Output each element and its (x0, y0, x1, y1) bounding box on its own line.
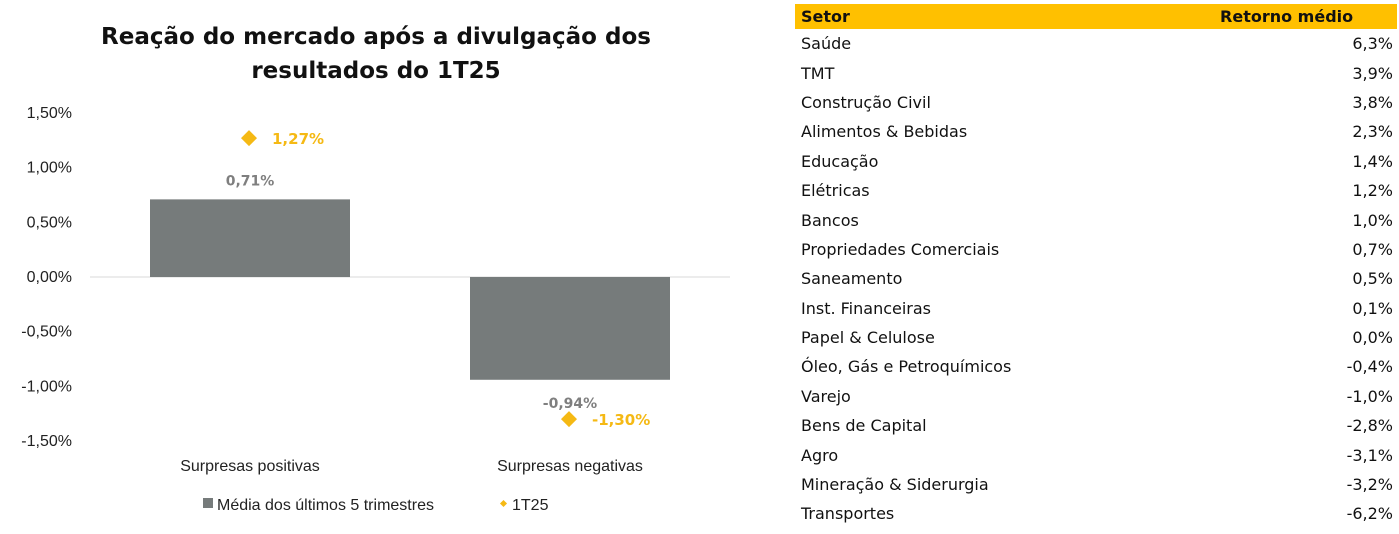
header-setor: Setor (795, 4, 1045, 29)
y-tick-label: 1,00% (27, 160, 72, 177)
cell-retorno: 1,0% (1352, 210, 1393, 230)
y-tick-label: 0,00% (27, 269, 72, 286)
bar (150, 199, 350, 277)
x-category-label: Surpresas positivas (180, 458, 320, 475)
x-axis-categories: Surpresas positivas Surpresas negativas (180, 458, 643, 475)
table-header-row: Setor Retorno médio (795, 4, 1397, 29)
cell-setor: Saneamento (801, 269, 903, 289)
bar-series: 0,71% -0,94% (150, 173, 670, 412)
table-row: Transportes -6,2% (795, 499, 1397, 528)
cell-retorno: -0,4% (1346, 357, 1393, 377)
table-row: Bancos 1,0% (795, 205, 1397, 234)
cell-retorno: -6,2% (1346, 504, 1393, 524)
legend-swatch-marker (499, 499, 508, 508)
marker-series: 1,27% -1,30% (241, 130, 650, 429)
cell-retorno: -3,1% (1346, 445, 1393, 465)
legend-label-bar: Média dos últimos 5 trimestres (217, 497, 434, 514)
x-category-label: Surpresas negativas (497, 458, 643, 475)
marker-value-label: 1,27% (272, 130, 324, 148)
cell-setor: Educação (801, 151, 879, 171)
cell-setor: Saúde (801, 34, 852, 54)
table-row: Construção Civil 3,8% (795, 88, 1397, 117)
cell-setor: Elétricas (801, 181, 870, 201)
table-row: Saúde 6,3% (795, 29, 1397, 58)
table-row: TMT 3,9% (795, 58, 1397, 87)
bar-value-label: -0,94% (543, 396, 597, 412)
cell-setor: Óleo, Gás e Petroquímicos (801, 357, 1012, 377)
cell-retorno: 1,4% (1352, 151, 1393, 171)
table-row: Agro -3,1% (795, 440, 1397, 469)
cell-setor: Construção Civil (801, 92, 931, 112)
marker-value-label: -1,30% (592, 411, 650, 429)
table-row: Varejo -1,0% (795, 382, 1397, 411)
cell-setor: Varejo (801, 386, 851, 406)
cell-setor: Mineração & Siderurgia (801, 475, 989, 495)
market-reaction-chart: Reação do mercado após a divulgação dos … (21, 24, 730, 514)
y-tick-label: -1,50% (21, 433, 72, 450)
table-row: Inst. Financeiras 0,1% (795, 294, 1397, 323)
table-row: Alimentos & Bebidas 2,3% (795, 117, 1397, 146)
table-body: Saúde 6,3% TMT 3,9% Construção Civil 3,8% Alim… (795, 29, 1397, 529)
table-row: Propriedades Comerciais 0,7% (795, 235, 1397, 264)
cell-setor: Transportes (801, 504, 895, 524)
cell-setor: Bens de Capital (801, 416, 927, 436)
table-row: Papel & Celulose 0,0% (795, 323, 1397, 352)
y-tick-label: -0,50% (21, 324, 72, 341)
bar-value-label: 0,71% (226, 173, 275, 189)
legend: Média dos últimos 5 trimestres 1T25 (203, 497, 549, 514)
cell-setor: Alimentos & Bebidas (801, 122, 968, 142)
chart-title-line-2: resultados do 1T25 (251, 58, 500, 84)
y-axis-ticks: 1,50% 1,00% 0,50% 0,00% -0,50% -1,00% -1,50% (21, 105, 72, 450)
marker-point (241, 130, 257, 147)
cell-retorno: 2,3% (1352, 122, 1393, 142)
table-row: Óleo, Gás e Petroquímicos -0,4% (795, 352, 1397, 381)
legend-label-marker: 1T25 (512, 497, 549, 514)
sector-returns-table: Setor Retorno médio Saúde 6,3% TMT 3,9% Cons… (795, 4, 1397, 529)
cell-setor: Papel & Celulose (801, 328, 935, 348)
cell-setor: TMT (801, 63, 835, 83)
cell-retorno: -3,2% (1346, 475, 1393, 495)
cell-retorno: -2,8% (1346, 416, 1393, 436)
table-row: Bens de Capital -2,8% (795, 411, 1397, 440)
cell-retorno: -1,0% (1346, 386, 1393, 406)
table-row: Saneamento 0,5% (795, 264, 1397, 293)
cell-retorno: 3,8% (1352, 92, 1393, 112)
table-row: Mineração & Siderurgia -3,2% (795, 470, 1397, 499)
cell-setor: Agro (801, 445, 839, 465)
cell-retorno: 0,5% (1352, 269, 1393, 289)
legend-swatch-bar (203, 498, 213, 508)
y-tick-label: -1,00% (21, 378, 72, 395)
cell-retorno: 6,3% (1352, 34, 1393, 54)
cell-retorno: 0,1% (1352, 298, 1393, 318)
cell-retorno: 3,9% (1352, 63, 1393, 83)
cell-setor: Propriedades Comerciais (801, 239, 1000, 259)
cell-retorno: 0,0% (1352, 328, 1393, 348)
header-retorno: Retorno médio (1044, 4, 1397, 29)
cell-retorno: 0,7% (1352, 239, 1393, 259)
y-tick-label: 1,50% (27, 105, 72, 122)
marker-point (561, 411, 577, 428)
chart-title-line-1: Reação do mercado após a divulgação dos (101, 24, 651, 50)
cell-retorno: 1,2% (1352, 181, 1393, 201)
y-tick-label: 0,50% (27, 214, 72, 231)
bar (470, 277, 670, 380)
cell-setor: Inst. Financeiras (801, 298, 932, 318)
table-row: Elétricas 1,2% (795, 176, 1397, 205)
table-row: Educação 1,4% (795, 147, 1397, 176)
cell-setor: Bancos (801, 210, 859, 230)
